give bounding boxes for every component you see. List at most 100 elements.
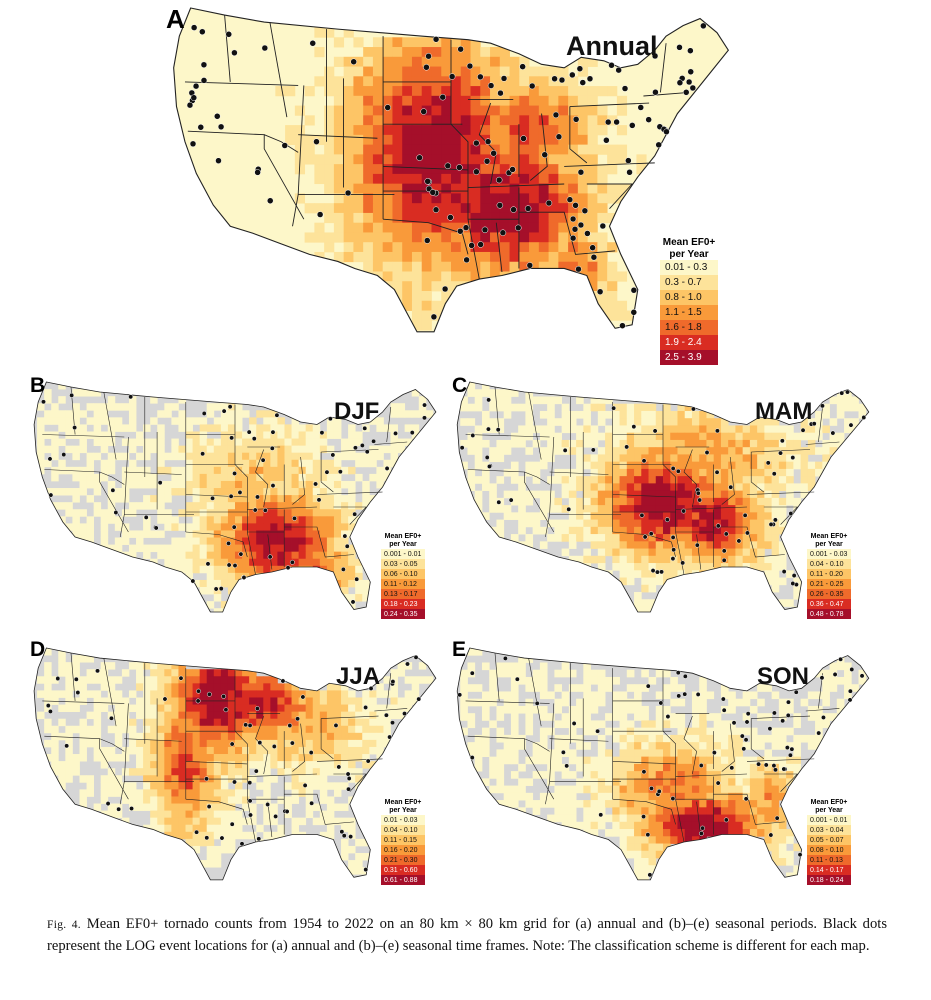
grid-cell [299,439,306,446]
grid-cell [504,706,512,714]
grid-cell [699,699,707,707]
grid-cell [270,683,277,690]
grid-cell [743,505,751,513]
grid-cell [779,706,787,714]
grid-cell [562,771,570,779]
grid-cell [122,403,129,410]
grid-cell [627,534,635,542]
grid-cell [207,754,214,761]
grid-cell [598,454,606,462]
grid-cell [554,447,562,455]
log-event-dot [422,403,426,407]
grid-cell [193,747,200,754]
grid-cell [612,691,620,699]
log-event-dot [559,77,565,83]
log-event-dot [659,701,663,705]
grid-cell [314,47,324,57]
grid-cell [558,262,568,272]
grid-cell [392,213,402,223]
grid-cell [344,203,354,213]
grid-cell [743,757,751,765]
grid-cell [256,690,263,697]
legend-title-line1: Mean EF0+ [807,533,851,541]
log-event-dot [600,223,606,229]
grid-cell [634,872,642,880]
grid-cell [685,778,693,786]
legend-swatch: 0.16 - 0.20 [381,845,425,855]
grid-cell [136,683,143,690]
grid-cell [588,203,598,213]
grid-cell [79,683,86,690]
grid-cell [353,174,363,184]
grid-cell [353,164,363,174]
grid-cell [171,474,178,481]
grid-cell [186,804,193,811]
grid-cell [529,164,539,174]
grid-cell [348,467,355,474]
grid-cell [186,552,193,559]
grid-cell [94,389,101,396]
grid-cell [598,677,606,685]
grid-cell [518,520,526,528]
grid-cell [362,594,369,601]
grid-cell [193,566,200,573]
grid-cell [607,291,617,301]
grid-cell [815,691,823,699]
grid-cell [772,786,780,794]
grid-cell [441,271,451,281]
legend-label: 0.13 - 0.17 [381,591,417,598]
grid-cell [157,789,164,796]
grid-cell [699,742,707,750]
grid-cell [373,115,383,125]
grid-cell [540,425,548,433]
grid-cell [200,712,207,719]
log-event-dot [632,424,636,428]
grid-cell [249,566,256,573]
grid-cell [355,782,362,789]
grid-cell [373,242,383,252]
grid-cell [699,778,707,786]
grid-cell [228,747,235,754]
grid-cell [277,523,284,530]
grid-cell [757,778,765,786]
grid-cell [186,740,193,747]
grid-cell [808,742,816,750]
grid-cell [306,530,313,537]
log-event-dot [290,741,294,745]
grid-cell [460,728,468,736]
log-event-dot [41,400,45,404]
grid-cell [277,712,284,719]
grid-cell [295,106,305,116]
legend-row: 0.61 - 0.88 [381,875,425,885]
grid-cell [178,509,185,516]
grid-cell [772,807,780,815]
grid-cell [529,232,539,242]
grid-cell [569,440,577,448]
legend-swatch: 0.8 - 1.0 [660,290,718,305]
grid-cell [735,483,743,491]
grid-cell [277,453,284,460]
grid-cell [685,800,693,808]
log-event-dot [722,558,726,562]
grid-cell [299,754,306,761]
grid-cell [511,469,519,477]
grid-cell [706,454,714,462]
grid-cell [605,440,613,448]
grid-cell [171,552,178,559]
grid-cell [171,481,178,488]
grid-cell [518,483,526,491]
log-event-dot [680,561,684,565]
grid-cell [728,691,736,699]
grid-cell [355,867,362,874]
grid-cell [714,505,722,513]
grid-cell [214,712,221,719]
grid-cell [598,749,606,757]
grid-cell [270,719,277,726]
grid-cell [519,154,529,164]
grid-cell [235,431,242,438]
grid-cell [504,404,512,412]
grid-cell [256,559,263,566]
grid-cell [270,705,277,712]
grid-cell [277,740,284,747]
grid-cell [256,431,263,438]
